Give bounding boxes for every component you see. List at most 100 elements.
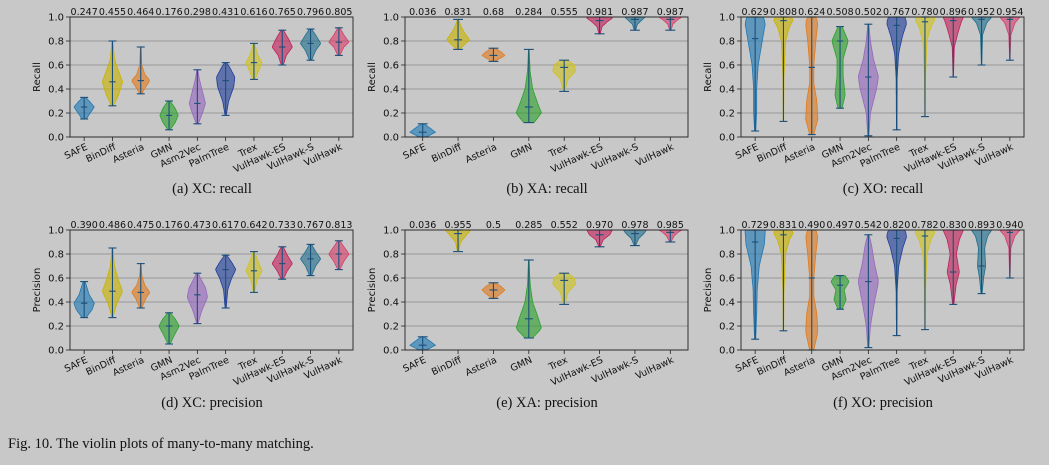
chart-panel-e: 0.0 0.2 0.4 0.6 0.8 1.0 Precision 0.036 SAFE 0.95…	[367, 220, 689, 411]
mean-label-VulHawk: 0.985	[657, 220, 684, 231]
x-tick-label-Asteria: Asteria	[782, 355, 817, 379]
x-tick-label-GMN: GMN	[509, 355, 534, 375]
y-tick-label: 0.2	[383, 322, 399, 333]
panel-caption-c: (c) XO: recall	[843, 181, 924, 197]
mean-label-VulHawk: 0.813	[325, 220, 352, 231]
axes-frame	[69, 229, 354, 351]
x-tick-label-Asteria: Asteria	[111, 142, 146, 166]
mean-label-VulHawk: 0.954	[996, 7, 1023, 18]
mean-label-Asteria: 0.68	[483, 7, 504, 18]
mean-label-SAFE: 0.036	[409, 220, 436, 231]
mean-label-PalmTree: 0.820	[883, 220, 910, 231]
y-tick-label: 0.8	[383, 37, 399, 48]
y-tick-label: 0.0	[383, 346, 399, 357]
mean-label-BinDiff: 0.831	[444, 7, 471, 18]
axes-frame	[69, 16, 354, 138]
y-tick-label: 0.0	[719, 346, 735, 357]
axes-frame	[740, 16, 1025, 138]
y-axis-label: Precision	[703, 268, 714, 313]
y-tick-label: 0.4	[383, 298, 399, 309]
mean-label-SAFE: 0.247	[71, 7, 98, 18]
y-tick-label: 1.0	[48, 226, 64, 237]
mean-label-VulHawk-ES: 0.733	[269, 220, 296, 231]
y-tick-label: 1.0	[48, 13, 64, 24]
chart-panel-b: 0.0 0.2 0.4 0.6 0.8 1.0 Recall 0.036 SAFE 0.831 Bi…	[367, 7, 689, 197]
chart-panel-f: 0.00.20.40.60.81.0Precision0.729SAFE0.83…	[703, 220, 1025, 411]
mean-label-BinDiff: 0.808	[770, 7, 797, 18]
mean-label-Trex: 0.642	[240, 220, 267, 231]
mean-label-VulHawk: 0.805	[325, 7, 352, 18]
mean-label-VulHawk-ES: 0.830	[940, 220, 967, 231]
mean-label-Trex: 0.552	[551, 220, 578, 231]
axes-frame	[740, 229, 1025, 351]
mean-label-Asm2Vec: 0.502	[855, 7, 882, 18]
y-tick-label: 0.2	[719, 109, 735, 120]
panel-caption-d: (d) XC: precision	[161, 395, 263, 411]
mean-label-VulHawk-ES: 0.970	[586, 220, 613, 231]
y-tick-label: 0.2	[383, 109, 399, 120]
mean-label-GMN: 0.285	[515, 220, 542, 231]
mean-label-Asm2Vec: 0.298	[184, 7, 211, 18]
axes-frame	[404, 229, 689, 351]
y-axis-label: Recall	[367, 62, 378, 92]
y-tick-label: 0.8	[719, 250, 735, 261]
y-tick-label: 0.6	[383, 274, 399, 285]
x-tick-label-Asteria: Asteria	[464, 142, 499, 166]
y-tick-label: 1.0	[719, 226, 735, 237]
y-axis-label: Precision	[32, 268, 43, 313]
mean-label-VulHawk-ES: 0.896	[940, 7, 967, 18]
mean-label-VulHawk-ES: 0.765	[269, 7, 296, 18]
plot-area	[741, 230, 1024, 350]
plot-area	[741, 17, 1024, 137]
mean-label-VulHawk-S: 0.796	[297, 7, 324, 18]
mean-label-PalmTree: 0.617	[212, 220, 239, 231]
panel-caption-a: (a) XC: recall	[172, 181, 252, 197]
mean-label-Trex: 0.616	[240, 7, 267, 18]
mean-label-GMN: 0.508	[826, 7, 853, 18]
mean-label-SAFE: 0.390	[71, 220, 98, 231]
panel-caption-b: (b) XA: recall	[506, 181, 587, 197]
chart-panel-a: 0.00.20.40.60.81.0Recall0.247SAFE0.455Bi…	[32, 7, 354, 197]
y-tick-label: 0.0	[383, 133, 399, 144]
y-tick-label: 0.2	[48, 109, 64, 120]
y-tick-label: 0.8	[383, 250, 399, 261]
y-tick-label: 0.6	[48, 274, 64, 285]
y-tick-label: 0.4	[48, 298, 64, 309]
mean-label-SAFE: 0.036	[409, 7, 436, 18]
mean-label-VulHawk-S: 0.987	[621, 7, 648, 18]
mean-label-Trex: 0.780	[911, 7, 938, 18]
mean-label-VulHawk: 0.940	[996, 220, 1023, 231]
y-tick-label: 0.2	[48, 322, 64, 333]
mean-label-GMN: 0.176	[155, 220, 182, 231]
mean-label-Trex: 0.782	[911, 220, 938, 231]
x-tick-label-VulHawk: VulHawk	[634, 142, 676, 169]
y-tick-label: 0.6	[719, 61, 735, 72]
y-tick-label: 0.4	[48, 85, 64, 96]
y-tick-label: 0.8	[48, 250, 64, 261]
x-tick-label-SAFE: SAFE	[401, 355, 428, 375]
mean-label-Asm2Vec: 0.473	[184, 220, 211, 231]
mean-label-VulHawk-S: 0.893	[968, 220, 995, 231]
mean-label-GMN: 0.176	[155, 7, 182, 18]
figure-caption: Fig. 10. The violin plots of many-to-man…	[8, 436, 314, 452]
y-tick-label: 0.0	[719, 133, 735, 144]
y-tick-label: 0.8	[48, 37, 64, 48]
y-axis-label: Recall	[32, 62, 43, 92]
mean-label-VulHawk: 0.987	[657, 7, 684, 18]
mean-label-Asteria: 0.624	[798, 7, 825, 18]
y-tick-label: 0.0	[48, 346, 64, 357]
x-tick-label-Asteria: Asteria	[111, 355, 146, 379]
plot-area	[405, 230, 688, 350]
y-tick-label: 1.0	[383, 13, 399, 24]
mean-label-GMN: 0.497	[826, 220, 853, 231]
axes-frame	[404, 16, 689, 138]
x-tick-label-GMN: GMN	[509, 142, 534, 162]
y-tick-label: 0.6	[48, 61, 64, 72]
mean-label-GMN: 0.284	[515, 7, 542, 18]
y-tick-label: 0.2	[719, 322, 735, 333]
y-tick-label: 0.4	[719, 298, 735, 309]
mean-label-BinDiff: 0.455	[99, 7, 126, 18]
y-axis-label: Recall	[703, 62, 714, 92]
